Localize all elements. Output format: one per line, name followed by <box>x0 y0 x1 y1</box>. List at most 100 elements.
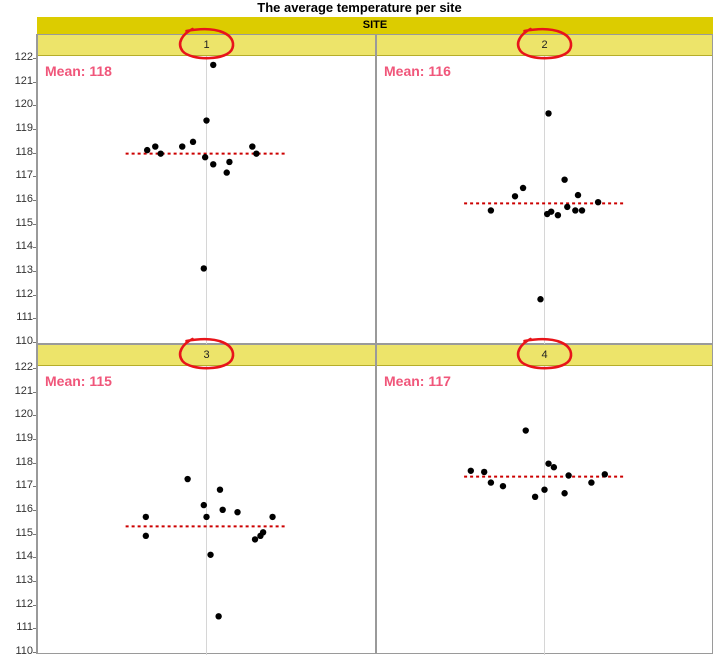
data-point <box>269 513 276 521</box>
data-point <box>554 212 562 219</box>
data-point <box>143 146 151 154</box>
data-point <box>487 479 495 486</box>
y-tick-label: 122 <box>14 51 33 63</box>
annotation-circle <box>516 27 573 60</box>
data-point <box>253 150 260 157</box>
y-tick-label: 120 <box>14 98 33 111</box>
data-point <box>487 207 495 214</box>
data-point <box>548 208 555 215</box>
annotation-circle <box>178 337 235 370</box>
y-tick-mark <box>33 152 37 154</box>
mean-label: Mean: 117 <box>384 373 451 389</box>
data-point <box>200 265 208 272</box>
annotation-layer <box>178 27 235 60</box>
data-point <box>522 427 529 434</box>
annotation-layer <box>516 337 573 370</box>
data-point <box>226 158 233 166</box>
data-point <box>519 184 527 192</box>
y-tick-mark <box>33 271 37 272</box>
data-point <box>207 551 214 558</box>
y-tick-mark <box>33 247 37 249</box>
site-strip-label: 1 <box>38 35 375 56</box>
y-tick-label: 111 <box>16 621 33 634</box>
scatter-plot <box>125 56 288 345</box>
y-tick-label: 113 <box>15 264 33 276</box>
y-axis-top: 110 111 112 113 114 115 116 117 118 119 120 121 122 <box>0 51 37 347</box>
y-tick-label: 119 <box>15 122 33 134</box>
y-tick-label: 110 <box>15 335 33 347</box>
y-tick-label: 116 <box>15 503 33 515</box>
data-point <box>545 460 552 467</box>
y-tick-mark <box>33 294 37 296</box>
data-point <box>574 191 582 199</box>
data-point <box>210 61 217 69</box>
data-point <box>157 150 164 157</box>
annotation-layer <box>178 337 235 370</box>
data-point <box>203 117 210 124</box>
site-strip-label: 4 <box>377 345 712 366</box>
annotation-layer <box>516 27 573 60</box>
y-tick-mark <box>33 105 37 107</box>
y-tick-label: 119 <box>15 432 33 444</box>
data-point <box>588 479 595 486</box>
data-point <box>601 471 608 478</box>
data-point <box>541 486 548 493</box>
data-point <box>572 207 579 214</box>
data-point <box>234 508 241 516</box>
y-tick-mark <box>33 223 37 225</box>
site-strip-label: 2 <box>377 35 712 56</box>
y-tick-label: 118 <box>15 455 33 468</box>
y-tick-label: 115 <box>15 216 33 229</box>
data-point <box>251 536 259 543</box>
y-tick-mark <box>33 510 37 511</box>
y-tick-mark <box>33 604 37 606</box>
y-tick-label: 112 <box>15 287 33 300</box>
data-point <box>550 464 558 471</box>
y-tick-label: 121 <box>14 74 33 87</box>
y-tick-mark <box>33 58 37 59</box>
y-tick-label: 120 <box>14 408 33 421</box>
y-tick-label: 114 <box>15 240 33 253</box>
y-tick-mark <box>33 439 37 440</box>
data-point <box>537 296 544 303</box>
annotation-circle <box>516 337 573 370</box>
y-tick-mark <box>33 628 37 630</box>
y-tick-label: 118 <box>15 145 33 158</box>
mean-label: Mean: 118 <box>45 63 112 79</box>
data-point <box>142 532 150 540</box>
y-tick-label: 115 <box>15 526 33 539</box>
data-point <box>184 475 191 483</box>
y-tick-label: 114 <box>15 550 33 563</box>
panel-site-2: 2 Mean: 116 <box>376 27 713 345</box>
chart-title: The average temperature per site <box>257 0 462 15</box>
data-point <box>594 198 602 206</box>
data-point <box>203 513 210 521</box>
data-point <box>179 143 186 150</box>
data-point <box>578 207 586 214</box>
data-point <box>223 169 230 176</box>
y-axis-bottom: 110 111 112 113 114 115 116 117 118 119 120 121 122 <box>0 361 37 657</box>
y-tick-label: 112 <box>15 597 33 610</box>
y-tick-mark <box>33 129 37 130</box>
y-tick-mark <box>33 368 37 369</box>
panel-site-1: 1 Mean: 118 <box>37 27 376 345</box>
data-point <box>545 110 552 117</box>
data-point <box>531 493 539 500</box>
mean-label: Mean: 116 <box>384 63 451 79</box>
data-point <box>511 193 519 200</box>
y-tick-mark <box>33 200 37 201</box>
y-tick-label: 122 <box>14 361 33 373</box>
data-point <box>561 490 568 497</box>
data-point <box>219 506 226 514</box>
data-point <box>564 203 571 211</box>
y-tick-label: 117 <box>15 169 33 182</box>
data-point <box>216 486 224 493</box>
mean-label: Mean: 115 <box>45 373 112 389</box>
data-point <box>200 501 208 509</box>
y-tick-label: 121 <box>14 384 33 397</box>
data-point <box>189 138 197 146</box>
panel-site-4: 4 Mean: 117 <box>376 337 713 655</box>
y-tick-mark <box>33 415 37 417</box>
y-tick-label: 116 <box>15 193 33 205</box>
y-tick-mark <box>33 557 37 559</box>
